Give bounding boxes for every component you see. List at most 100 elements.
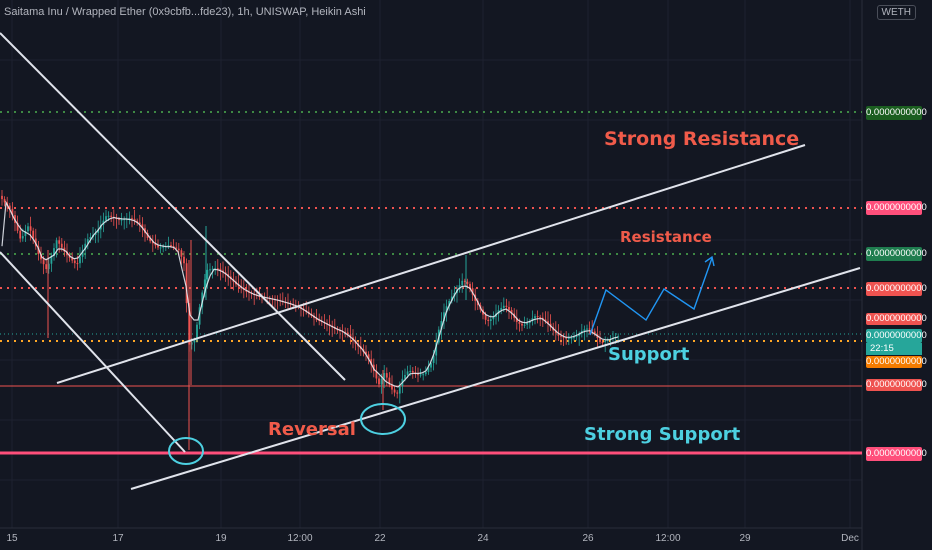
candle-body-213 (554, 330, 557, 334)
price-label-3: 0.0000000000 (866, 282, 927, 296)
projection-path (589, 255, 715, 336)
candle-body-147 (383, 373, 386, 379)
candle-body-6 (16, 222, 19, 231)
candle-body-60 (157, 245, 159, 248)
annotation-support: Support (608, 344, 690, 365)
candle-body-219 (570, 337, 573, 339)
horizontal-levels (0, 111, 862, 455)
candle-body-200 (521, 323, 523, 326)
candle-body-67 (175, 247, 178, 249)
candle-body-198 (515, 317, 518, 323)
candle-body-16 (42, 259, 45, 265)
candle-body-152 (396, 392, 399, 394)
candle-body-21 (55, 240, 58, 249)
circle-markers (168, 403, 406, 465)
annotation-reversal: Reversal (268, 419, 356, 440)
candle-body-83 (216, 268, 219, 270)
annotation-resistance: Resistance (620, 228, 712, 246)
candles (1, 189, 620, 450)
candle-body-201 (523, 324, 526, 326)
candle-body-171 (445, 306, 448, 313)
time-tick-2: 19 (215, 533, 227, 544)
candle-body-70 (183, 256, 185, 264)
price-label-7: 0.0000000000 (866, 379, 927, 391)
candle-body-176 (458, 285, 461, 290)
time-tick-9: Dec (841, 533, 859, 544)
candle-body-214 (557, 333, 560, 336)
candle-body-217 (565, 337, 568, 339)
currency-button[interactable]: WETH (876, 5, 916, 20)
candle-body-166 (432, 355, 435, 363)
candle-body-206 (536, 316, 539, 318)
candle-body-218 (567, 338, 570, 339)
candle-body-15 (40, 254, 42, 260)
candle-body-32 (84, 243, 87, 251)
candle-body-51 (133, 218, 136, 221)
candle-body-77 (201, 292, 204, 308)
candle-body-59 (154, 243, 157, 246)
time-tick-1: 17 (112, 533, 124, 544)
candle-body-151 (393, 389, 396, 393)
price-label-4: 0.0000000000 (866, 313, 927, 325)
candle-body-50 (131, 218, 133, 220)
candle-body-186 (484, 314, 487, 320)
circle-marker-low (168, 437, 204, 465)
candle-body-232 (604, 340, 607, 343)
candle-body-209 (544, 319, 547, 322)
candle-body-146 (380, 378, 383, 385)
time-tick-5: 24 (477, 533, 489, 544)
candle-body-34 (89, 237, 92, 240)
candle-body-45 (118, 219, 120, 221)
candle-body-199 (518, 322, 521, 324)
chart-title: Saitama Inu / Wrapped Ether (0x9cbfb...f… (4, 6, 366, 18)
candle-body-29 (76, 263, 79, 265)
candle-body-164 (427, 367, 430, 373)
candle-body-179 (466, 281, 469, 284)
candle-body-78 (203, 279, 206, 293)
downtrend-line-upper (0, 32, 346, 381)
candle-body-76 (198, 307, 201, 325)
candle-body-7 (19, 230, 22, 239)
channel-upper-line (56, 144, 806, 384)
candle-body-162 (422, 374, 425, 376)
candle-body-142 (370, 359, 373, 365)
candle-body-231 (601, 341, 604, 343)
average-line (1, 200, 619, 388)
candle-body-36 (94, 232, 97, 235)
candle-body-215 (560, 335, 562, 337)
candle-body-41 (107, 215, 110, 217)
candle-body-47 (123, 219, 126, 221)
candle-body-221 (575, 336, 578, 338)
candle-body-141 (367, 354, 370, 360)
candle-body-18 (47, 263, 50, 270)
downtrend-line-lower (0, 251, 186, 453)
candle-body-161 (419, 374, 422, 376)
candle-body-75 (196, 324, 198, 341)
candle-body-220 (573, 336, 575, 338)
candle-body-40 (105, 216, 107, 221)
candle-body-167 (435, 342, 438, 356)
candle-body-53 (138, 222, 141, 225)
candle-body-148 (385, 373, 388, 378)
candle-body-207 (539, 316, 542, 318)
candle-body-4 (11, 208, 14, 216)
candle-body-224 (583, 329, 586, 331)
candle-body-187 (487, 319, 490, 321)
candle-body-204 (531, 318, 534, 321)
candle-body-0 (1, 195, 3, 200)
candle-body-153 (398, 386, 401, 394)
time-tick-6: 26 (582, 533, 594, 544)
candle-body-31 (81, 250, 84, 257)
candle-body-23 (60, 243, 63, 248)
candle-body-24 (63, 247, 66, 252)
candle-body-69 (180, 250, 183, 257)
candle-body-74 (193, 340, 196, 343)
candle-body-194 (505, 305, 508, 307)
time-tick-3: 12:00 (287, 533, 313, 544)
candle-body-188 (489, 319, 492, 321)
candle-body-3 (8, 205, 11, 209)
candle-body-165 (430, 362, 432, 368)
candle-body-73 (190, 342, 193, 345)
